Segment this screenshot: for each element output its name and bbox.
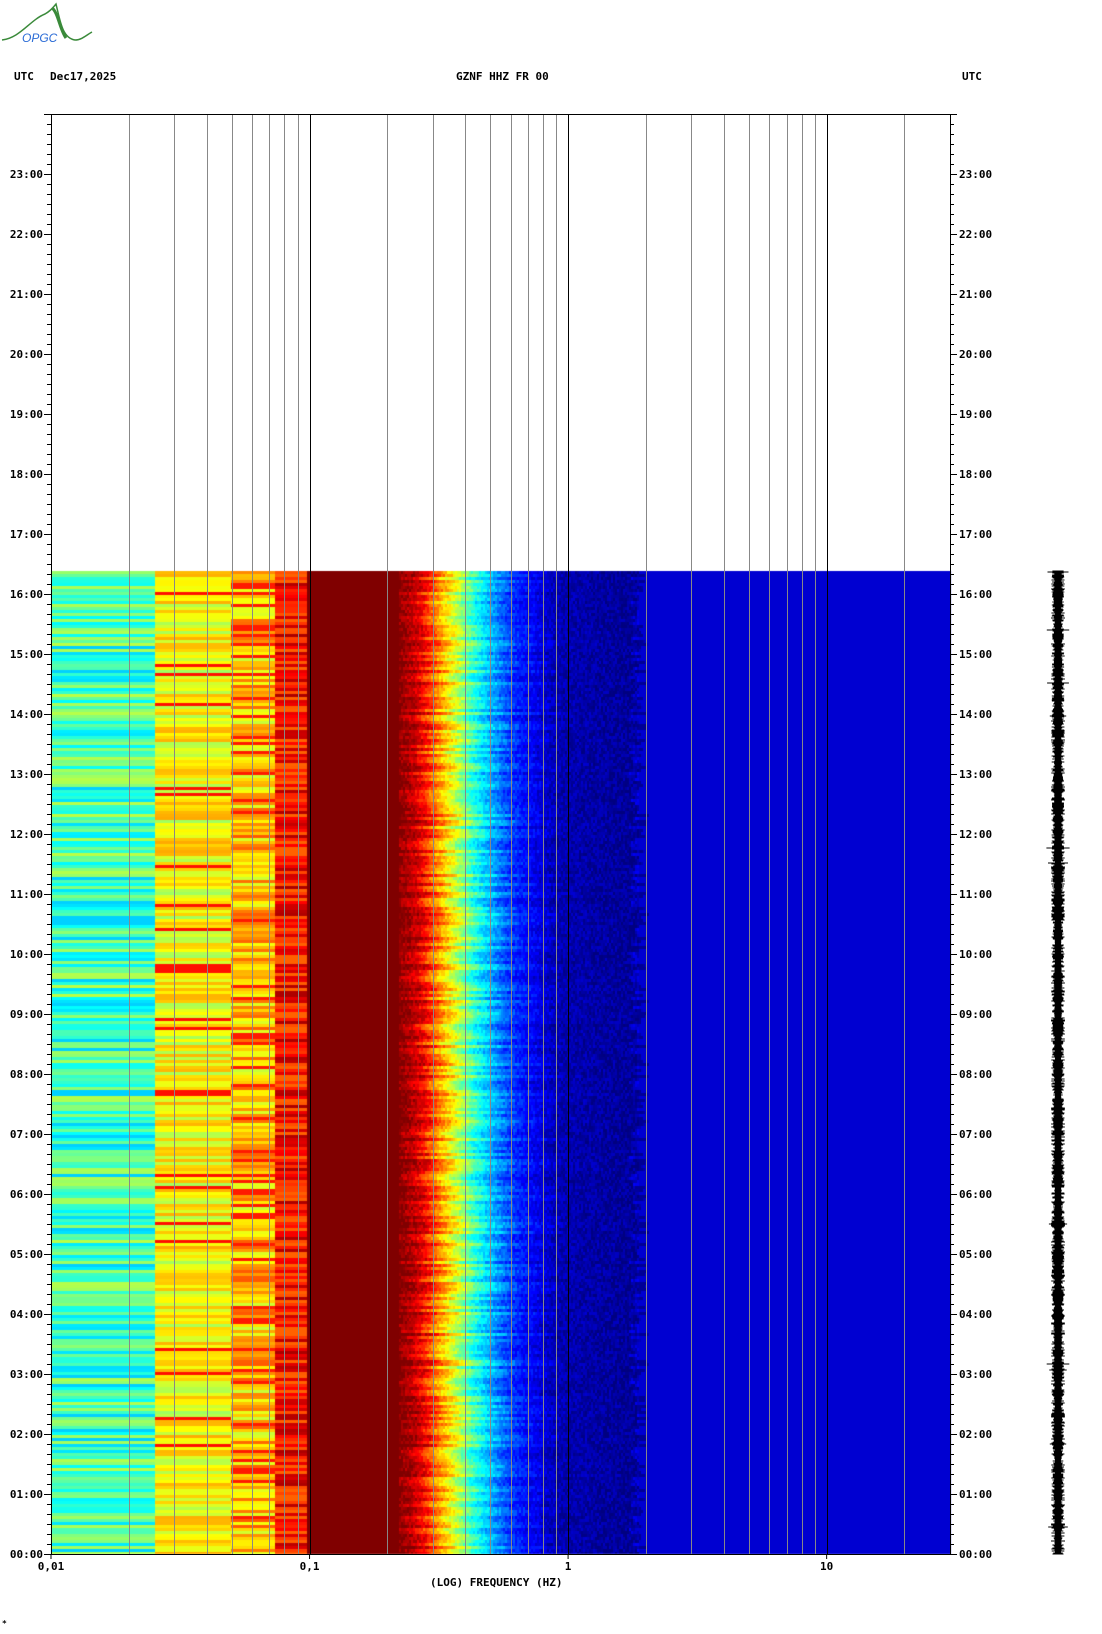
frequency-tick-label: 10 — [820, 1560, 833, 1573]
left-time-tick-label: 10:00 — [10, 948, 43, 961]
right-time-tick-label: 15:00 — [959, 648, 992, 661]
left-time-tick-label: 09:00 — [10, 1008, 43, 1021]
right-time-tick-label: 16:00 — [959, 588, 992, 601]
right-time-tick-label: 00:00 — [959, 1548, 992, 1561]
frequency-tick-label: 1 — [565, 1560, 572, 1573]
right-time-tick-label: 17:00 — [959, 528, 992, 541]
left-time-tick-label: 06:00 — [10, 1188, 43, 1201]
right-time-tick-label: 14:00 — [959, 708, 992, 721]
right-time-tick-label: 02:00 — [959, 1428, 992, 1441]
x-axis-label: (LOG) FREQUENCY (HZ) — [430, 1576, 563, 1589]
footer-mark: * — [2, 1619, 7, 1628]
right-timezone-label: UTC — [962, 70, 982, 83]
left-time-tick-label: 13:00 — [10, 768, 43, 781]
right-time-tick-label: 18:00 — [959, 468, 992, 481]
left-time-tick-label: 05:00 — [10, 1248, 43, 1261]
left-time-tick-label: 15:00 — [10, 648, 43, 661]
frequency-tick-label: 0,01 — [38, 1560, 65, 1573]
svg-text:OPGC: OPGC — [22, 31, 58, 45]
left-time-tick-label: 22:00 — [10, 228, 43, 241]
left-timezone-label: UTC — [14, 70, 34, 83]
left-time-tick-label: 08:00 — [10, 1068, 43, 1081]
right-time-tick-label: 13:00 — [959, 768, 992, 781]
right-time-tick-label: 19:00 — [959, 408, 992, 421]
right-time-tick-label: 22:00 — [959, 228, 992, 241]
left-time-tick-label: 21:00 — [10, 288, 43, 301]
right-time-tick-label: 03:00 — [959, 1368, 992, 1381]
right-time-tick-label: 07:00 — [959, 1128, 992, 1141]
right-time-tick-label: 20:00 — [959, 348, 992, 361]
left-time-tick-label: 04:00 — [10, 1308, 43, 1321]
right-time-tick-label: 06:00 — [959, 1188, 992, 1201]
left-time-tick-label: 17:00 — [10, 528, 43, 541]
left-time-tick-label: 07:00 — [10, 1128, 43, 1141]
right-time-tick-label: 09:00 — [959, 1008, 992, 1021]
right-time-tick-label: 11:00 — [959, 888, 992, 901]
seismogram-trace — [1046, 570, 1070, 1555]
station-title: GZNF HHZ FR 00 — [456, 70, 549, 83]
right-time-tick-label: 04:00 — [959, 1308, 992, 1321]
left-time-tick-label: 03:00 — [10, 1368, 43, 1381]
right-time-tick-label: 10:00 — [959, 948, 992, 961]
right-time-tick-label: 01:00 — [959, 1488, 992, 1501]
left-time-tick-label: 20:00 — [10, 348, 43, 361]
left-time-tick-label: 23:00 — [10, 168, 43, 181]
right-time-tick-label: 12:00 — [959, 828, 992, 841]
left-time-tick-label: 11:00 — [10, 888, 43, 901]
left-time-tick-label: 18:00 — [10, 468, 43, 481]
right-time-tick-label: 08:00 — [959, 1068, 992, 1081]
frequency-tick-label: 0,1 — [300, 1560, 320, 1573]
opgc-logo: OPGC — [1, 2, 93, 45]
left-time-tick-label: 02:00 — [10, 1428, 43, 1441]
left-time-tick-label: 12:00 — [10, 828, 43, 841]
left-time-tick-label: 14:00 — [10, 708, 43, 721]
left-time-tick-label: 00:00 — [10, 1548, 43, 1561]
left-time-tick-label: 19:00 — [10, 408, 43, 421]
right-time-tick-label: 05:00 — [959, 1248, 992, 1261]
right-time-tick-label: 23:00 — [959, 168, 992, 181]
right-time-tick-label: 21:00 — [959, 288, 992, 301]
left-time-tick-label: 16:00 — [10, 588, 43, 601]
date-label: Dec17,2025 — [50, 70, 117, 83]
left-time-tick-label: 01:00 — [10, 1488, 43, 1501]
